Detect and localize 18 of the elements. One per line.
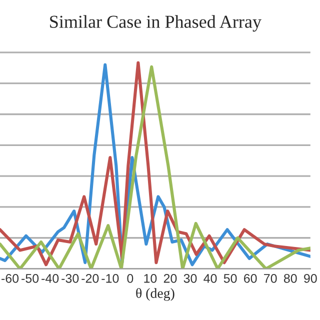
x-tick-label: -30 <box>62 274 79 283</box>
x-tick-label: 10 <box>144 274 157 283</box>
chart-title: Similar Case in Phased Array <box>50 15 262 32</box>
x-tick-label: 90 <box>304 274 317 283</box>
x-tick-label: -60 <box>2 274 19 283</box>
x-tick-label: -20 <box>82 274 99 283</box>
x-tick-label: 40 <box>204 274 217 283</box>
x-axis-title: θ (deg) <box>136 288 174 301</box>
x-tick-label: 50 <box>224 274 237 283</box>
x-tick-label: 70 <box>264 274 277 283</box>
x-tick-label: -10 <box>102 274 119 283</box>
x-tick-label: 0 <box>127 274 134 283</box>
x-tick-label: 30 <box>184 274 197 283</box>
x-tick-label: 60 <box>244 274 257 283</box>
x-tick-label: 20 <box>164 274 177 283</box>
x-tick-label: -40 <box>42 274 59 283</box>
x-tick-label: -50 <box>22 274 39 283</box>
x-tick-label: 80 <box>284 274 297 283</box>
